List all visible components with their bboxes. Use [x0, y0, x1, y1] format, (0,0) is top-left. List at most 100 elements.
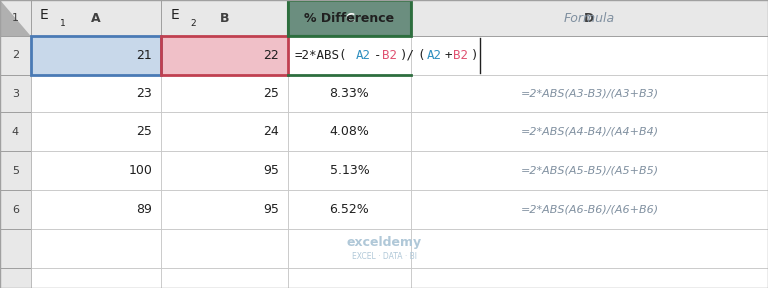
Text: 2: 2	[12, 50, 19, 60]
Bar	[411, 112, 768, 151]
Text: 3: 3	[12, 89, 19, 98]
Bar	[161, 229, 288, 268]
Text: 25: 25	[136, 125, 152, 138]
Text: A2: A2	[427, 49, 442, 62]
Text: 100: 100	[128, 164, 152, 177]
Bar	[411, 75, 768, 112]
Text: exceldemy: exceldemy	[346, 236, 422, 249]
Text: 1: 1	[60, 19, 65, 28]
Bar	[411, 75, 768, 112]
Bar	[0, 268, 31, 288]
Text: -: -	[374, 49, 381, 62]
Text: % Difference: % Difference	[304, 12, 395, 24]
Bar	[161, 151, 288, 190]
Bar	[31, 75, 161, 112]
Bar	[288, 112, 411, 151]
Text: 5: 5	[12, 166, 19, 176]
Text: Formula: Formula	[564, 12, 615, 24]
Text: C: C	[345, 12, 354, 24]
Text: 95: 95	[263, 164, 279, 177]
Text: 1: 1	[12, 13, 19, 23]
Text: 2: 2	[190, 19, 196, 28]
Bar	[288, 0, 411, 36]
Bar	[161, 75, 288, 112]
Bar	[411, 229, 768, 268]
Bar	[0, 36, 31, 75]
Text: =2*ABS(: =2*ABS(	[294, 49, 346, 62]
Bar	[31, 229, 161, 268]
Bar	[411, 268, 768, 288]
Text: 21: 21	[136, 49, 152, 62]
Bar	[31, 190, 161, 229]
Bar	[411, 190, 768, 229]
Bar	[0, 229, 31, 268]
Bar	[411, 268, 768, 288]
Bar	[31, 75, 161, 112]
Bar	[288, 112, 411, 151]
Text: 4: 4	[12, 127, 19, 137]
Text: 4.08%: 4.08%	[329, 125, 369, 138]
Bar	[288, 190, 411, 229]
Text: A2: A2	[356, 49, 371, 62]
Bar	[411, 151, 768, 190]
Bar	[0, 75, 31, 112]
Bar	[161, 0, 288, 36]
Text: E: E	[170, 8, 179, 22]
Bar	[288, 151, 411, 190]
Text: E: E	[40, 8, 48, 22]
Text: ): )	[471, 49, 478, 62]
Bar	[0, 112, 31, 151]
Bar	[288, 0, 411, 36]
Text: =2*ABS(A3-B3)/(A3+B3): =2*ABS(A3-B3)/(A3+B3)	[521, 89, 658, 98]
Bar	[0, 151, 31, 190]
Text: (: (	[418, 49, 425, 62]
Bar	[161, 190, 288, 229]
Bar	[0, 0, 31, 36]
Bar	[288, 0, 411, 36]
Bar	[31, 151, 161, 190]
Bar	[31, 229, 161, 268]
Text: 22: 22	[263, 49, 279, 62]
Bar	[31, 190, 161, 229]
Bar	[0, 112, 31, 151]
Bar	[31, 0, 161, 36]
Bar	[161, 0, 288, 36]
Bar	[31, 36, 161, 75]
Bar	[31, 0, 161, 36]
Text: 24: 24	[263, 125, 279, 138]
Bar	[0, 0, 31, 36]
Bar	[31, 112, 161, 151]
Bar	[411, 0, 768, 36]
Text: +: +	[444, 49, 452, 62]
Bar	[411, 112, 768, 151]
Bar	[161, 112, 288, 151]
Bar	[31, 36, 161, 75]
Bar	[288, 0, 411, 36]
Bar	[161, 75, 288, 112]
Text: EXCEL · DATA · BI: EXCEL · DATA · BI	[352, 252, 416, 261]
Text: B: B	[220, 12, 230, 24]
Bar	[161, 36, 288, 75]
Bar	[0, 36, 31, 75]
Text: 8.33%: 8.33%	[329, 87, 369, 100]
Bar	[288, 151, 411, 190]
Text: 6: 6	[12, 204, 19, 215]
Bar	[0, 229, 31, 268]
Bar	[288, 268, 411, 288]
Text: =2*ABS(A6-B6)/(A6+B6): =2*ABS(A6-B6)/(A6+B6)	[521, 204, 658, 215]
Bar	[0, 0, 31, 36]
Bar	[288, 229, 411, 268]
Bar	[288, 268, 411, 288]
Bar	[161, 190, 288, 229]
Bar	[288, 36, 411, 75]
Bar	[288, 36, 411, 75]
Bar	[411, 229, 768, 268]
Bar	[411, 36, 768, 75]
Bar	[161, 151, 288, 190]
Bar	[161, 229, 288, 268]
Bar	[31, 0, 161, 36]
Bar	[411, 0, 768, 36]
Bar	[288, 229, 411, 268]
Bar	[31, 268, 161, 288]
Text: 6.52%: 6.52%	[329, 203, 369, 216]
